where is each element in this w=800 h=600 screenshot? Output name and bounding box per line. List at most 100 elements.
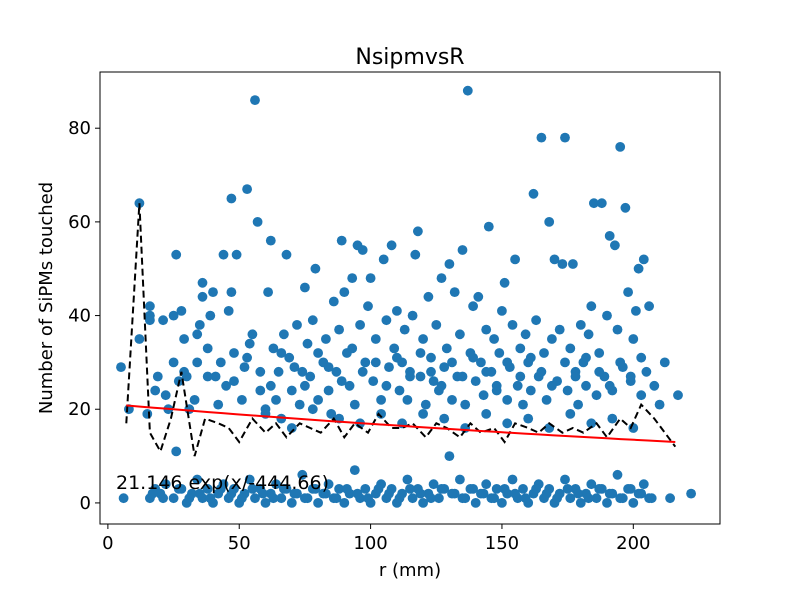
data-point bbox=[252, 217, 263, 227]
data-point bbox=[194, 488, 205, 499]
plot-area-frame bbox=[99, 71, 721, 525]
data-point bbox=[334, 324, 344, 335]
data-point bbox=[478, 488, 489, 499]
data-point bbox=[260, 498, 271, 508]
data-point bbox=[349, 465, 360, 475]
data-point bbox=[310, 263, 321, 274]
data-point bbox=[147, 488, 158, 499]
y-tick-label: 20 bbox=[68, 399, 91, 420]
data-point bbox=[279, 329, 289, 340]
data-point bbox=[189, 395, 200, 405]
data-point bbox=[202, 343, 213, 354]
x-tick-label: 100 bbox=[353, 533, 387, 554]
data-point bbox=[625, 484, 636, 494]
data-point bbox=[281, 249, 292, 260]
data-point bbox=[244, 338, 255, 349]
data-point bbox=[568, 259, 578, 269]
data-point bbox=[313, 498, 323, 508]
lines-layer bbox=[125, 203, 677, 457]
data-point bbox=[523, 413, 534, 424]
data-point bbox=[575, 320, 586, 330]
data-point bbox=[483, 221, 494, 232]
data-point bbox=[202, 371, 213, 382]
data-point bbox=[499, 277, 510, 288]
data-point bbox=[620, 202, 631, 213]
data-point bbox=[273, 366, 284, 377]
data-point bbox=[360, 357, 371, 368]
data-point bbox=[520, 493, 531, 504]
data-point bbox=[604, 231, 615, 241]
data-point bbox=[215, 357, 226, 368]
data-point bbox=[457, 493, 468, 504]
data-point bbox=[615, 357, 626, 368]
data-point bbox=[468, 301, 478, 312]
data-point bbox=[265, 380, 276, 391]
data-point bbox=[646, 493, 657, 504]
data-point bbox=[168, 357, 179, 368]
data-point bbox=[447, 395, 457, 405]
data-point bbox=[623, 287, 633, 297]
data-point bbox=[560, 474, 570, 485]
data-point bbox=[160, 479, 171, 490]
data-point bbox=[218, 249, 229, 260]
data-point bbox=[462, 85, 473, 96]
data-point bbox=[286, 498, 297, 508]
data-point bbox=[339, 287, 350, 297]
data-point bbox=[392, 352, 402, 363]
data-point bbox=[418, 498, 428, 508]
data-point bbox=[470, 376, 481, 386]
data-point bbox=[376, 409, 386, 419]
data-point bbox=[457, 371, 468, 382]
data-point bbox=[237, 493, 247, 504]
data-point bbox=[481, 324, 492, 335]
data-point bbox=[625, 371, 636, 382]
data-point bbox=[323, 362, 334, 372]
y-tick-label: 40 bbox=[68, 306, 91, 327]
data-point bbox=[510, 254, 520, 265]
data-point bbox=[515, 343, 526, 354]
y-tick-label: 80 bbox=[68, 118, 91, 139]
data-point bbox=[313, 348, 323, 358]
data-point bbox=[373, 484, 384, 494]
data-point bbox=[499, 484, 510, 494]
data-point bbox=[494, 348, 505, 358]
data-point bbox=[205, 493, 216, 504]
data-point bbox=[420, 399, 431, 410]
data-point bbox=[239, 362, 250, 372]
data-point bbox=[602, 498, 612, 508]
data-point bbox=[192, 329, 203, 340]
data-point bbox=[497, 498, 507, 508]
profile-line bbox=[125, 203, 677, 457]
data-point bbox=[152, 371, 163, 382]
data-point bbox=[562, 385, 573, 396]
data-point bbox=[247, 329, 258, 340]
data-point bbox=[644, 301, 654, 312]
data-point bbox=[284, 352, 295, 363]
data-point bbox=[586, 418, 597, 429]
data-point bbox=[294, 399, 305, 410]
data-point bbox=[347, 343, 358, 354]
data-point bbox=[363, 493, 373, 504]
data-point bbox=[423, 291, 434, 302]
data-point bbox=[596, 198, 607, 209]
data-point bbox=[415, 348, 426, 358]
data-point bbox=[686, 488, 696, 499]
data-point bbox=[213, 399, 224, 410]
data-point bbox=[247, 484, 258, 494]
data-point bbox=[562, 484, 573, 494]
data-point bbox=[583, 493, 594, 504]
data-point bbox=[231, 249, 242, 260]
data-point bbox=[426, 493, 436, 504]
x-tick-label: 150 bbox=[485, 533, 519, 554]
data-point bbox=[436, 484, 447, 494]
y-tick-label: 0 bbox=[80, 493, 91, 514]
data-point bbox=[407, 310, 418, 321]
data-point bbox=[300, 493, 310, 504]
data-point bbox=[255, 385, 266, 396]
data-point bbox=[418, 334, 428, 344]
data-point bbox=[402, 395, 413, 405]
data-point bbox=[171, 249, 182, 260]
data-point bbox=[444, 451, 455, 461]
data-point bbox=[376, 395, 386, 405]
